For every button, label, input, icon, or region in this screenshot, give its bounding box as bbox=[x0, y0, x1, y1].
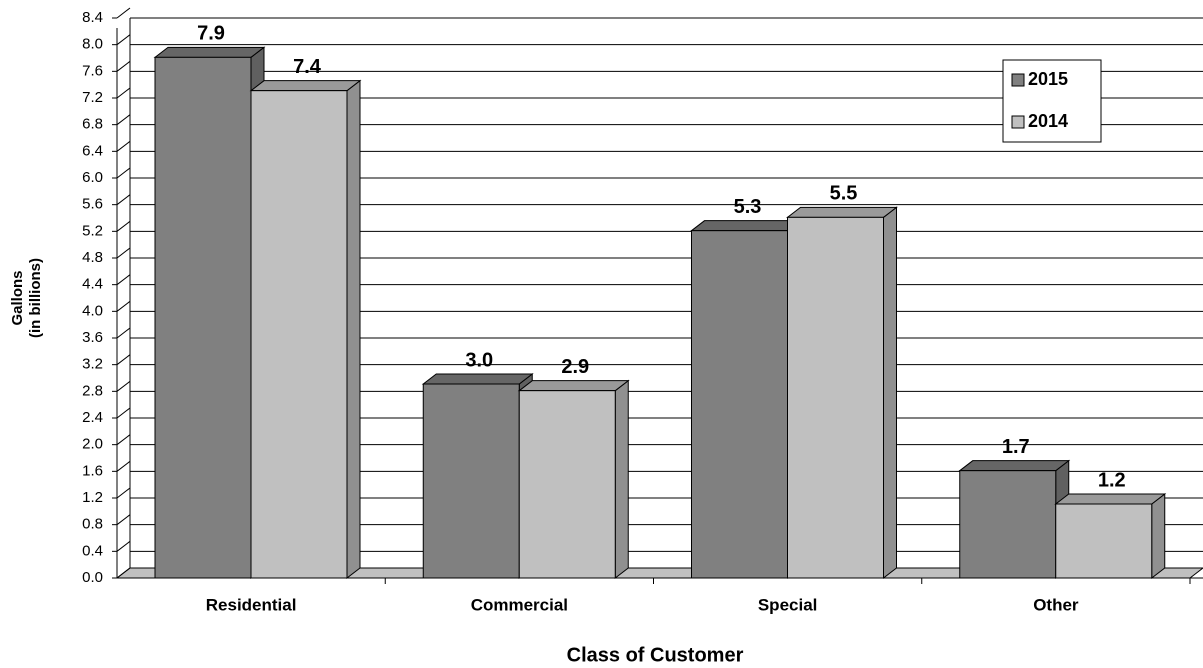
x-tick-label: Other bbox=[1033, 595, 1079, 614]
grid-line bbox=[116, 487, 131, 499]
bar-top bbox=[517, 380, 630, 392]
bar-top bbox=[153, 46, 266, 58]
y-tick-label: 3.2 bbox=[82, 356, 103, 373]
grid-line bbox=[116, 540, 131, 552]
bar-side bbox=[1151, 492, 1166, 580]
grid-line bbox=[116, 114, 131, 126]
bar-side bbox=[883, 206, 897, 580]
grid-line bbox=[116, 7, 131, 19]
bar-top bbox=[690, 220, 802, 232]
y-tick-label: 2.8 bbox=[82, 382, 103, 399]
grid-line bbox=[116, 567, 131, 579]
bar bbox=[249, 79, 362, 580]
x-axis-label: Class of Customer bbox=[567, 644, 744, 666]
grid-line bbox=[116, 274, 131, 286]
bar-side bbox=[614, 379, 629, 580]
bar bbox=[1054, 492, 1167, 580]
bar-front bbox=[691, 230, 788, 579]
data-label: 3.0 bbox=[465, 349, 493, 371]
bar bbox=[421, 372, 534, 580]
bar-front bbox=[959, 470, 1057, 579]
grid-line bbox=[116, 434, 131, 446]
y-tick-label: 1.6 bbox=[82, 462, 103, 479]
y-tick-label: 0.0 bbox=[82, 569, 103, 586]
data-label: 1.7 bbox=[1002, 436, 1030, 458]
data-label: 1.2 bbox=[1098, 469, 1126, 491]
y-tick-label: 0.8 bbox=[82, 516, 103, 533]
grid-line bbox=[116, 514, 131, 526]
y-tick-label: 2.0 bbox=[82, 436, 103, 453]
grid-line bbox=[116, 194, 131, 206]
grid-line bbox=[116, 140, 131, 152]
x-tick-label: Special bbox=[758, 595, 818, 614]
y-tick-label: 5.2 bbox=[82, 222, 103, 239]
bar bbox=[786, 206, 898, 580]
grid-line bbox=[116, 327, 131, 339]
y-tick-label: 6.4 bbox=[82, 142, 103, 159]
data-label: 5.3 bbox=[734, 196, 762, 218]
y-tick-label: 8.0 bbox=[82, 36, 103, 53]
grid-line bbox=[116, 407, 131, 419]
grid-line bbox=[116, 60, 131, 72]
bar-top bbox=[1054, 493, 1167, 505]
legend-label: 2015 bbox=[1028, 69, 1068, 89]
grid-line bbox=[116, 300, 131, 312]
bar-front bbox=[422, 383, 520, 579]
y-tick-label: 6.0 bbox=[82, 169, 103, 186]
grid-line bbox=[116, 354, 131, 366]
grid-line bbox=[116, 380, 131, 392]
bar-side bbox=[346, 79, 361, 580]
grid-line bbox=[116, 220, 131, 232]
data-label: 7.4 bbox=[293, 56, 322, 78]
bar-front bbox=[518, 390, 616, 579]
bar bbox=[517, 379, 630, 580]
bar-front bbox=[154, 56, 252, 579]
y-tick-label: 7.2 bbox=[82, 89, 103, 106]
legend-swatch bbox=[1011, 73, 1025, 87]
legend-swatch bbox=[1011, 115, 1025, 129]
y-tick-label: 4.4 bbox=[82, 276, 103, 293]
bar-top bbox=[249, 80, 362, 92]
bar-front bbox=[1055, 503, 1153, 579]
y-tick-label: 4.0 bbox=[82, 302, 103, 319]
y-tick-label: 0.4 bbox=[82, 542, 103, 559]
x-tick-label: Commercial bbox=[471, 595, 568, 614]
grid-line bbox=[116, 247, 131, 259]
bar-front bbox=[250, 90, 348, 579]
legend-label: 2014 bbox=[1028, 111, 1068, 131]
bar-top bbox=[786, 206, 898, 218]
bar-top bbox=[421, 373, 534, 385]
bar bbox=[690, 219, 802, 580]
y-tick-label: 1.2 bbox=[82, 489, 103, 506]
y-tick-label: 6.8 bbox=[82, 116, 103, 133]
y-tick-label: 8.4 bbox=[82, 9, 103, 26]
data-label: 7.9 bbox=[197, 23, 225, 45]
y-tick-label: 5.6 bbox=[82, 196, 103, 213]
bar bbox=[153, 46, 266, 580]
bar bbox=[958, 459, 1071, 580]
grid-line bbox=[116, 460, 131, 472]
y-axis-label: (in billions) bbox=[27, 258, 44, 338]
grid-line bbox=[116, 87, 131, 99]
data-label: 5.5 bbox=[830, 183, 858, 205]
data-label: 2.9 bbox=[561, 356, 589, 378]
y-tick-label: 7.6 bbox=[82, 62, 103, 79]
grid-line bbox=[116, 167, 131, 179]
y-axis-label: Gallons bbox=[9, 270, 26, 325]
bar-top bbox=[958, 460, 1071, 472]
y-tick-label: 3.6 bbox=[82, 329, 103, 346]
bar-front bbox=[787, 216, 884, 579]
grid-line bbox=[116, 34, 131, 46]
y-tick-label: 2.4 bbox=[82, 409, 103, 426]
x-tick-label: Residential bbox=[206, 595, 297, 614]
y-tick-label: 4.8 bbox=[82, 249, 103, 266]
